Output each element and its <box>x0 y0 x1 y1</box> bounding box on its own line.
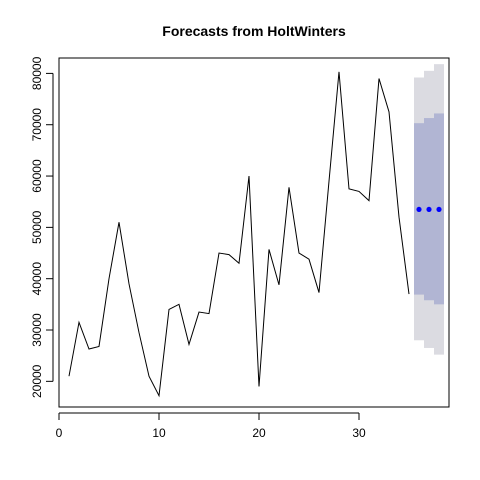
forecast-point <box>416 206 422 213</box>
series-layer <box>68 71 442 398</box>
x-tick-label: 10 <box>152 426 166 440</box>
y-tick-label: 50000 <box>30 210 44 244</box>
y-tick-label: 20000 <box>30 364 44 398</box>
y-tick-label: 70000 <box>30 108 44 142</box>
forecast-point <box>426 206 432 213</box>
x-tick-label: 30 <box>352 426 366 440</box>
x-tick-label: 0 <box>56 426 63 440</box>
y-tick-label: 60000 <box>30 159 44 193</box>
observed-series-line <box>68 71 410 398</box>
forecast-point <box>436 206 442 213</box>
x-axis: 0 10 20 30 <box>56 412 366 440</box>
y-tick-label: 80000 <box>30 56 44 90</box>
y-tick-label: 40000 <box>30 262 44 296</box>
y-axis: 20000 30000 40000 50000 60000 70000 80000 <box>30 56 54 398</box>
x-tick-label: 20 <box>252 426 266 440</box>
chart-title: Forecasts from HoltWinters <box>162 23 346 39</box>
y-tick-label: 30000 <box>30 313 44 347</box>
plot-frame <box>58 57 450 408</box>
